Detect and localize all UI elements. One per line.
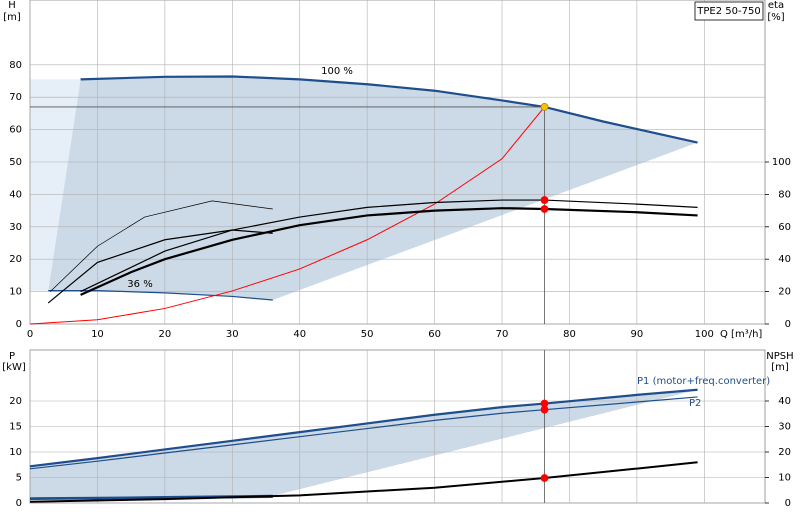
y-unit: [m]	[3, 12, 21, 23]
plots: 0 10 20 30 40 50 60 70 80 90 100010203040506070800…	[9, 0, 791, 509]
extended-range	[30, 79, 81, 291]
y-tick-label: 15	[9, 422, 22, 433]
y-tick-label: 30	[9, 222, 22, 233]
curve	[49, 200, 273, 292]
y2-tick-label: 20	[778, 447, 791, 458]
y2-tick-label: 100	[772, 157, 791, 168]
y2-unit: [%]	[767, 12, 784, 23]
curve	[29, 494, 273, 500]
x-tick-label: 80	[563, 329, 576, 340]
duty-point	[540, 196, 549, 204]
x-tick-label: 10	[91, 329, 104, 340]
y-tick-label: 20	[9, 254, 22, 265]
curve-label: 36 %	[127, 279, 152, 290]
x-tick-label: 90	[631, 329, 644, 340]
x-tick-label: 70	[496, 329, 509, 340]
duty-point	[540, 405, 549, 414]
y2-label: eta	[768, 0, 784, 11]
y-tick-label: 5	[16, 473, 22, 484]
operating-range	[48, 76, 698, 301]
curve-label: P1 (motor+freq.converter)	[637, 376, 770, 387]
curve	[29, 388, 698, 468]
y2-tick-label: 40	[778, 254, 791, 265]
curve-label: 100 %	[321, 66, 353, 77]
x-tick-label: 20	[158, 329, 171, 340]
curve	[80, 199, 698, 293]
y-tick-label: 10	[9, 447, 22, 458]
y-tick-label: 80	[9, 60, 22, 71]
x-tick-label: 50	[361, 329, 374, 340]
y2-label: NPSH	[766, 351, 793, 362]
y-label: H	[8, 0, 16, 11]
curve	[29, 396, 698, 470]
y-tick-label: 0	[16, 498, 22, 509]
curve	[80, 75, 698, 144]
y-tick-label: 70	[9, 92, 22, 103]
x-tick-label: 0	[27, 329, 33, 340]
duty-point	[540, 474, 549, 482]
title-box	[694, 1, 764, 21]
y-tick-label: 60	[9, 125, 22, 136]
duty-point	[540, 103, 549, 111]
curve	[48, 290, 273, 301]
y-unit: [kW]	[2, 362, 26, 373]
y2-unit: [m]	[771, 362, 789, 373]
y2-tick-label: 10	[778, 473, 791, 484]
y2-tick-label: 0	[785, 498, 791, 509]
y2-tick-label: 20	[778, 287, 791, 298]
y-tick-label: 0	[16, 319, 22, 330]
operating-range	[30, 389, 698, 499]
x-tick-label: 100	[695, 329, 714, 340]
chart-title: TPE2 50-750	[696, 6, 760, 17]
curve-label: P2	[689, 398, 701, 409]
duty-point	[540, 205, 549, 213]
curve	[29, 461, 698, 503]
x-tick-label: 30	[226, 329, 239, 340]
y-tick-label: 50	[9, 157, 22, 168]
y-tick-label: 10	[9, 287, 22, 298]
curve	[29, 106, 545, 325]
y-label: P	[9, 351, 15, 362]
x-tick-label: 40	[293, 329, 306, 340]
curve	[47, 229, 273, 304]
y2-tick-label: 60	[778, 222, 791, 233]
y-tick-label: 40	[9, 189, 22, 200]
x-label: Q [m³/h]	[720, 329, 762, 340]
y2-tick-label: 80	[778, 189, 791, 200]
y-tick-label: 20	[9, 396, 22, 407]
y2-tick-label: 30	[778, 422, 791, 433]
y2-tick-label: 0	[785, 319, 791, 330]
x-tick-label: 60	[428, 329, 441, 340]
curve	[80, 207, 698, 296]
y2-tick-label: 40	[778, 396, 791, 407]
